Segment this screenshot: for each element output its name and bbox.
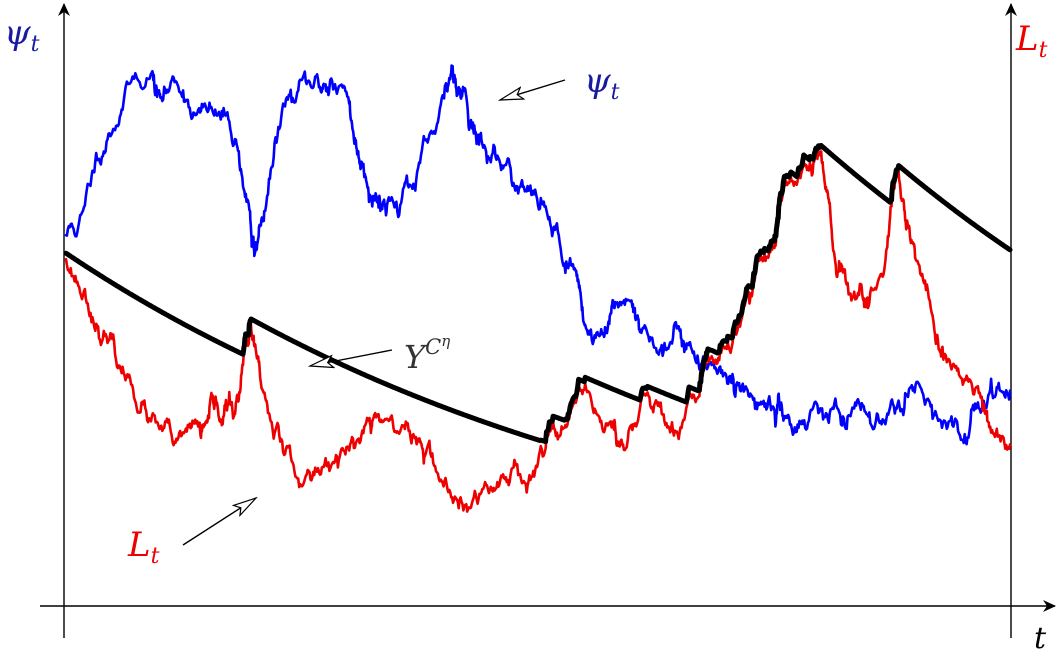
y-axis-left-label-base: ψ (4, 13, 31, 53)
y-annotation-base: Y (404, 338, 428, 376)
psi-annotation-label: ψt (584, 61, 620, 105)
l-annotation-label: Lt (127, 525, 160, 569)
x-axis-label: t (1034, 621, 1047, 656)
l-annotation-sub: t (151, 544, 160, 569)
psi-annotation-sub: t (611, 80, 620, 105)
y-axis-left-label: ψt (4, 13, 40, 57)
y-axis-right-label-sub: t (1039, 38, 1048, 63)
psi-annotation-base: ψ (584, 61, 611, 101)
l-annotation-base: L (127, 525, 151, 565)
series-layer (63, 64, 1013, 513)
series-y-line (63, 143, 1013, 445)
series-psi-line (64, 64, 1012, 446)
y-annotation-arrow (310, 349, 393, 366)
y-axis-right-label-base: L (1015, 19, 1039, 59)
y-annotation-sup1: C (425, 335, 441, 359)
psi-annotation-arrow (500, 79, 566, 100)
y-annotation-sup2: η (441, 332, 450, 350)
y-axis-left-label-sub: t (31, 32, 40, 57)
y-annotation-label: YCη (404, 332, 450, 376)
y-axis-right-label: Lt (1015, 19, 1048, 63)
series-l-line (64, 150, 1012, 513)
l-annotation-arrow (182, 498, 256, 546)
